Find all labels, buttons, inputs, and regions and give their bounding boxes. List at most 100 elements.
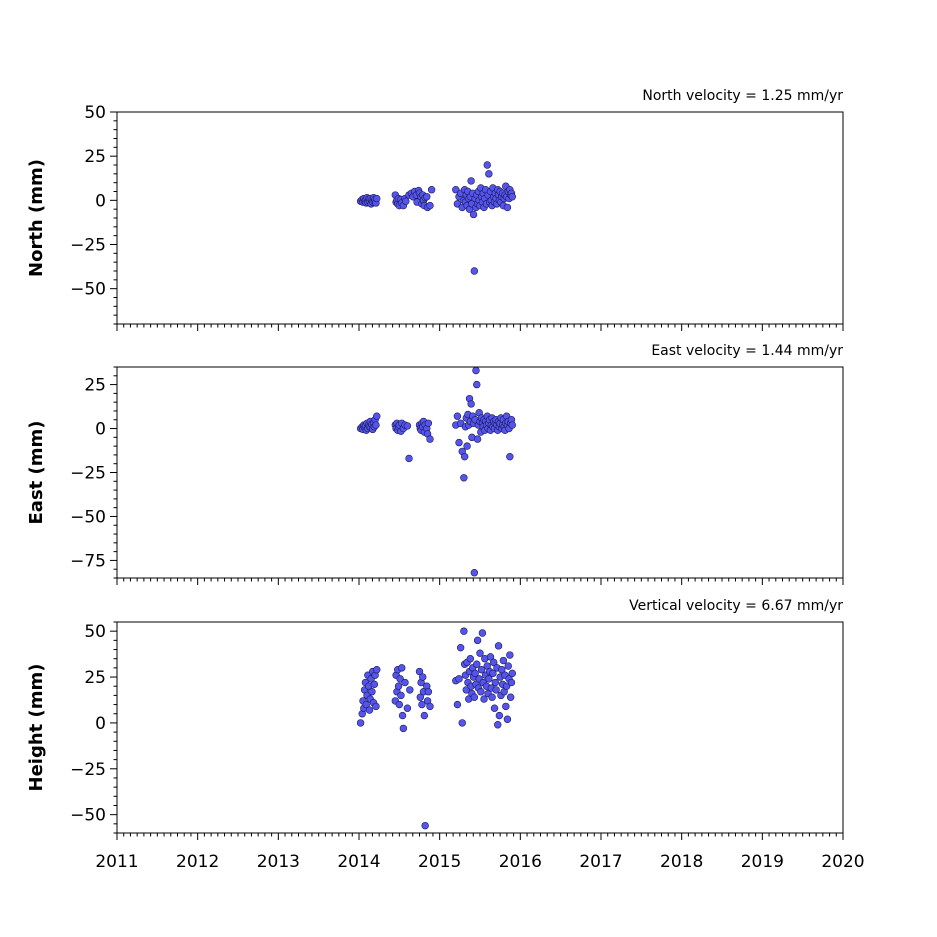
height-data-point [362,700,370,709]
height-data-point [480,695,488,703]
north-data-point [503,203,512,212]
height-data-point [494,642,503,650]
height-data-point [416,693,425,701]
north-ytick-label: 25 [84,147,106,167]
height-data-point [473,660,481,668]
height-data-point [395,700,404,709]
east-points [356,366,516,577]
north-data-point [485,170,493,178]
height-ytick-label: −50 [70,806,106,826]
height-data-point [398,664,406,672]
height-data-point [424,688,433,696]
height-data-point [470,693,479,701]
height-points [356,627,516,830]
height-panel: Vertical velocity = 6.67 mm/yr Height (mm… [26,598,865,872]
height-data-point [506,651,514,659]
east-ytick-label: 0 [95,420,106,440]
north-data-point [402,197,410,205]
xtick-label: 2013 [257,852,300,872]
north-data-point [467,177,475,185]
height-ylabel: Height (mm) [26,664,47,792]
height-data-point [498,665,506,674]
east-data-point [508,421,516,429]
height-data-point [356,719,365,727]
height-data-point [460,627,468,635]
height-data-point [420,711,429,720]
height-data-point [466,654,475,663]
height-data-point [503,715,512,723]
east-velocity-title: East velocity = 1.44 mm/yr [651,343,843,359]
height-data-point [478,629,487,637]
height-data-point [453,700,462,709]
east-ylabel: East (mm) [26,421,47,525]
north-plot-frame [116,111,844,325]
east-data-point [463,442,471,450]
height-data-point [426,702,434,711]
east-panel: East velocity = 1.44 mm/yr East (mm) 25 0 −2… [26,343,844,585]
height-data-point [489,669,497,678]
xtick-label: 2016 [499,852,542,872]
height-data-point [373,665,381,674]
height-data-point [476,649,484,657]
east-data-point [424,419,433,427]
east-data-point [373,412,381,420]
xtick-label: 2014 [337,852,380,872]
north-data-point [423,193,431,201]
east-data-point [506,452,514,461]
height-data-point [421,821,429,830]
height-data-point [502,702,510,711]
north-points [356,161,516,275]
east-ytick-label: 25 [84,376,106,396]
north-ytick-label: −50 [70,280,106,300]
xtick-label: 2018 [660,852,703,872]
north-panel: North velocity = 1.25 mm/yr North (mm) 50 2… [26,88,844,331]
height-ytick-label: 50 [84,622,106,642]
east-ytick-label: −75 [70,551,106,571]
east-data-point [460,452,469,461]
height-data-point [370,680,379,689]
xtick-label: 2015 [418,852,461,872]
north-data-point [373,194,381,203]
height-data-point [458,719,466,727]
xtick-label: 2017 [579,852,622,872]
east-data-point [372,421,380,429]
height-data-point [473,636,482,645]
height-data-point [471,669,479,678]
height-data-point [504,662,512,670]
height-data-point [406,686,414,694]
height-data-point [418,700,426,709]
height-ytick-label: 0 [95,714,106,734]
north-data-point [469,210,478,219]
height-data-point [403,704,412,712]
height-data-point [462,686,470,694]
north-velocity-title: North velocity = 1.25 mm/yr [642,88,843,104]
east-data-point [473,435,482,443]
height-data-point [372,702,380,711]
east-ytick-label: −25 [70,464,106,484]
height-data-point [491,678,500,687]
height-data-point [477,665,486,674]
xtick-label: 2019 [741,852,784,872]
east-plot-frame [116,366,844,579]
east-ytick-label: −50 [70,507,106,527]
height-data-point [494,721,502,729]
east-data-point [426,435,434,443]
xtick-label: 2011 [95,852,138,872]
east-data-point [470,569,479,577]
north-data-point [426,201,434,210]
east-data-point [453,412,462,420]
height-ytick-label: 25 [84,668,106,688]
xtick-label: 2012 [176,852,219,872]
height-data-point [502,682,511,690]
height-data-point [485,675,493,683]
north-data-point [483,161,491,169]
east-data-point [467,400,475,408]
height-data-point [399,724,408,733]
east-data-point [472,366,480,375]
east-data-point [455,438,463,447]
height-data-point [486,653,495,661]
height-data-point [506,693,515,701]
height-data-point [396,675,404,683]
height-data-point [415,667,424,676]
north-data-point [427,186,436,194]
